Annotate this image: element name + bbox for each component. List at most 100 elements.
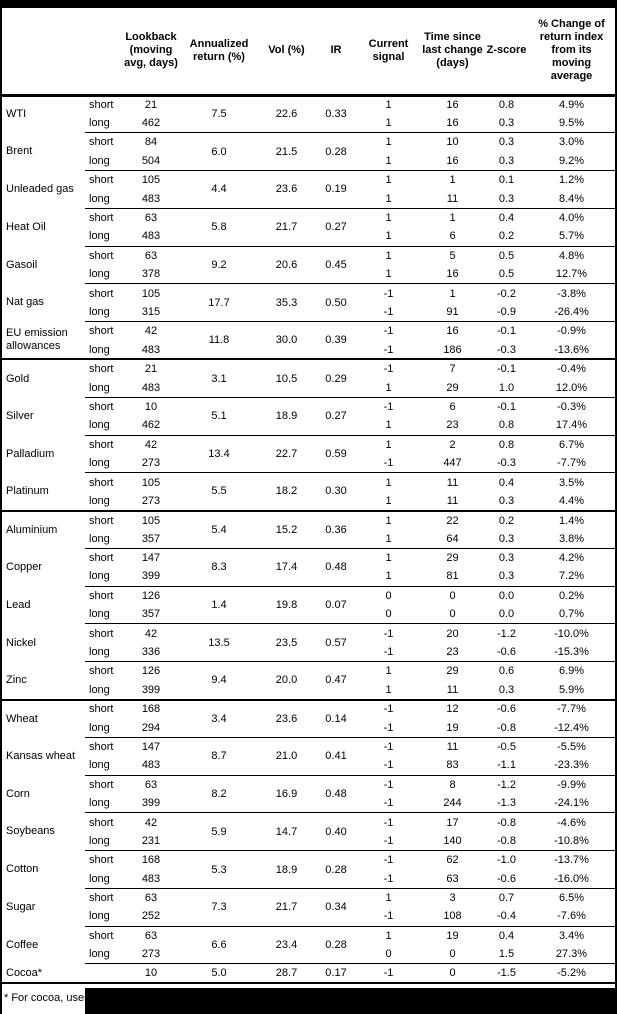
header-commodity	[2, 8, 85, 97]
pct-change-value: 17.4%	[555, 419, 588, 432]
pct-change-value: -7.7%	[557, 457, 586, 470]
lookback-value: 168	[122, 698, 180, 719]
signal-value: -1	[383, 872, 394, 885]
commodity-name: Kansas wheat	[6, 749, 76, 762]
table-row: long 273 0 0 1.5 27.3%	[2, 945, 615, 964]
pct-change-value: -15.3%	[554, 646, 589, 659]
horizon-label: long	[89, 230, 110, 243]
horizon-label: short	[85, 623, 122, 643]
table-row: long 315 -1 91 -0.9 -26.4%	[2, 303, 615, 322]
left-border	[0, 0, 2, 1014]
lookback-value: 231	[141, 834, 161, 847]
commodity-name: Gold	[2, 358, 85, 398]
lookback-value: 126	[122, 585, 180, 606]
horizon-label: long	[89, 268, 110, 281]
time-since-value: 19	[420, 925, 485, 946]
pct-change-value: 5.9%	[558, 683, 585, 696]
annualized-return-value: 1.4	[180, 585, 258, 624]
annualized-return-value: 5.3	[180, 850, 258, 889]
pct-change-value: 4.9%	[558, 99, 585, 112]
z-score-value: -0.8	[497, 834, 516, 847]
pct-change-value: -16.0%	[554, 872, 589, 885]
z-score-value: -0.8	[497, 721, 516, 734]
vol-value: 28.7	[258, 963, 315, 983]
pct-change-value: 12.7%	[555, 268, 588, 281]
signal-value: 1	[357, 207, 420, 228]
commodity-name: Nat gas	[6, 296, 44, 309]
top-border-bar	[0, 0, 617, 8]
z-score-value: -1.2	[485, 623, 528, 643]
lookback-value: 147	[122, 547, 180, 568]
signal-value: -1	[357, 736, 420, 757]
z-score-value: 0.4	[485, 472, 528, 492]
table-row: Copper short 147 8.3 17.4 0.48 1 29 0.3 4.2%	[2, 547, 615, 587]
z-score-value: -0.1	[485, 321, 528, 341]
horizon-label: short	[85, 887, 122, 908]
pct-change-value: -0.9%	[528, 321, 615, 341]
ir-value: 0.41	[315, 736, 357, 776]
lookback-value: 42	[122, 623, 180, 643]
annualized-return-value: 6.6	[180, 925, 258, 964]
z-score-value: 0.4	[485, 925, 528, 946]
lookback-value: 10	[122, 963, 180, 983]
lookback-value: 21	[144, 99, 158, 112]
z-score-value: 0.4	[485, 207, 528, 228]
horizon-label: long	[89, 721, 110, 734]
table-row: long 273 1 11 0.3 4.4%	[2, 492, 615, 511]
time-since-value: 140	[443, 834, 462, 847]
vol-value: 20.6	[258, 245, 315, 284]
annualized-return-value: 4.4	[180, 170, 258, 209]
pct-change-value: 9.5%	[558, 117, 585, 130]
z-score-value: 0.1	[485, 170, 528, 190]
pct-change-value: 6.7%	[528, 434, 615, 454]
signal-value: -1	[357, 396, 420, 417]
lookback-value: 399	[141, 797, 161, 810]
table-row: long 483 1 11 0.3 8.4%	[2, 189, 615, 208]
ir-value: 0.07	[315, 585, 357, 624]
pct-change-value: 4.8%	[528, 245, 615, 266]
table-row: long 336 -1 23 -0.6 -15.3%	[2, 643, 615, 662]
table-row: long 399 -1 244 -1.3 -24.1%	[2, 794, 615, 813]
horizon-label: short	[85, 547, 122, 568]
lookback-value: 315	[141, 305, 161, 318]
ir-value: 0.30	[315, 472, 357, 511]
table-row: Nickel short 42 13.5 23.5 0.57 -1 20 -1.2 -10.0%	[2, 623, 615, 662]
table-row: long 462 1 23 0.8 17.4%	[2, 416, 615, 435]
annualized-return-value: 17.7	[180, 283, 258, 322]
annualized-return-value: 5.9	[180, 812, 258, 851]
time-since-value: 1	[420, 207, 485, 228]
lookback-value: 399	[141, 570, 161, 583]
pct-change-value: -7.7%	[528, 698, 615, 719]
ir-value: 0.33	[325, 108, 347, 121]
table-row: long 483 -1 83 -1.1 -23.3%	[2, 756, 615, 775]
header-time-since: Time since last change (days)	[420, 8, 485, 97]
ir-value: 0.39	[315, 321, 357, 360]
time-since-value: 0	[420, 963, 485, 983]
lookback-value: 483	[141, 759, 161, 772]
annualized-return-value: 8.7	[180, 736, 258, 776]
pct-change-value: 6.9%	[528, 661, 615, 681]
ir-value: 0.28	[315, 132, 357, 171]
commodity-name: Palladium	[6, 447, 55, 460]
commodity-name: Platinum	[6, 484, 49, 497]
table-row: long 357 0 0 0.0 0.7%	[2, 605, 615, 624]
vol-value: 16.9	[258, 774, 315, 813]
signal-value: -1	[383, 646, 394, 659]
commodity-name: Aluminium	[2, 509, 85, 549]
time-since-value: 16	[446, 268, 459, 281]
pct-change-value: -12.4%	[554, 721, 589, 734]
time-since-value: 7	[420, 358, 485, 379]
lookback-value: 63	[122, 887, 180, 908]
lookback-value: 105	[122, 170, 180, 190]
time-since-value: 20	[420, 623, 485, 643]
ir-value: 0.27	[315, 396, 357, 436]
z-score-value: 0.3	[498, 117, 515, 130]
time-since-value: 29	[420, 547, 485, 568]
time-since-value: 2	[420, 434, 485, 454]
time-since-value: 11	[446, 192, 459, 205]
z-score-value: -0.9	[497, 305, 516, 318]
annualized-return-value: 11.8	[180, 321, 258, 360]
commodity-name: Cocoa*	[6, 966, 43, 979]
time-since-value: 29	[420, 661, 485, 681]
